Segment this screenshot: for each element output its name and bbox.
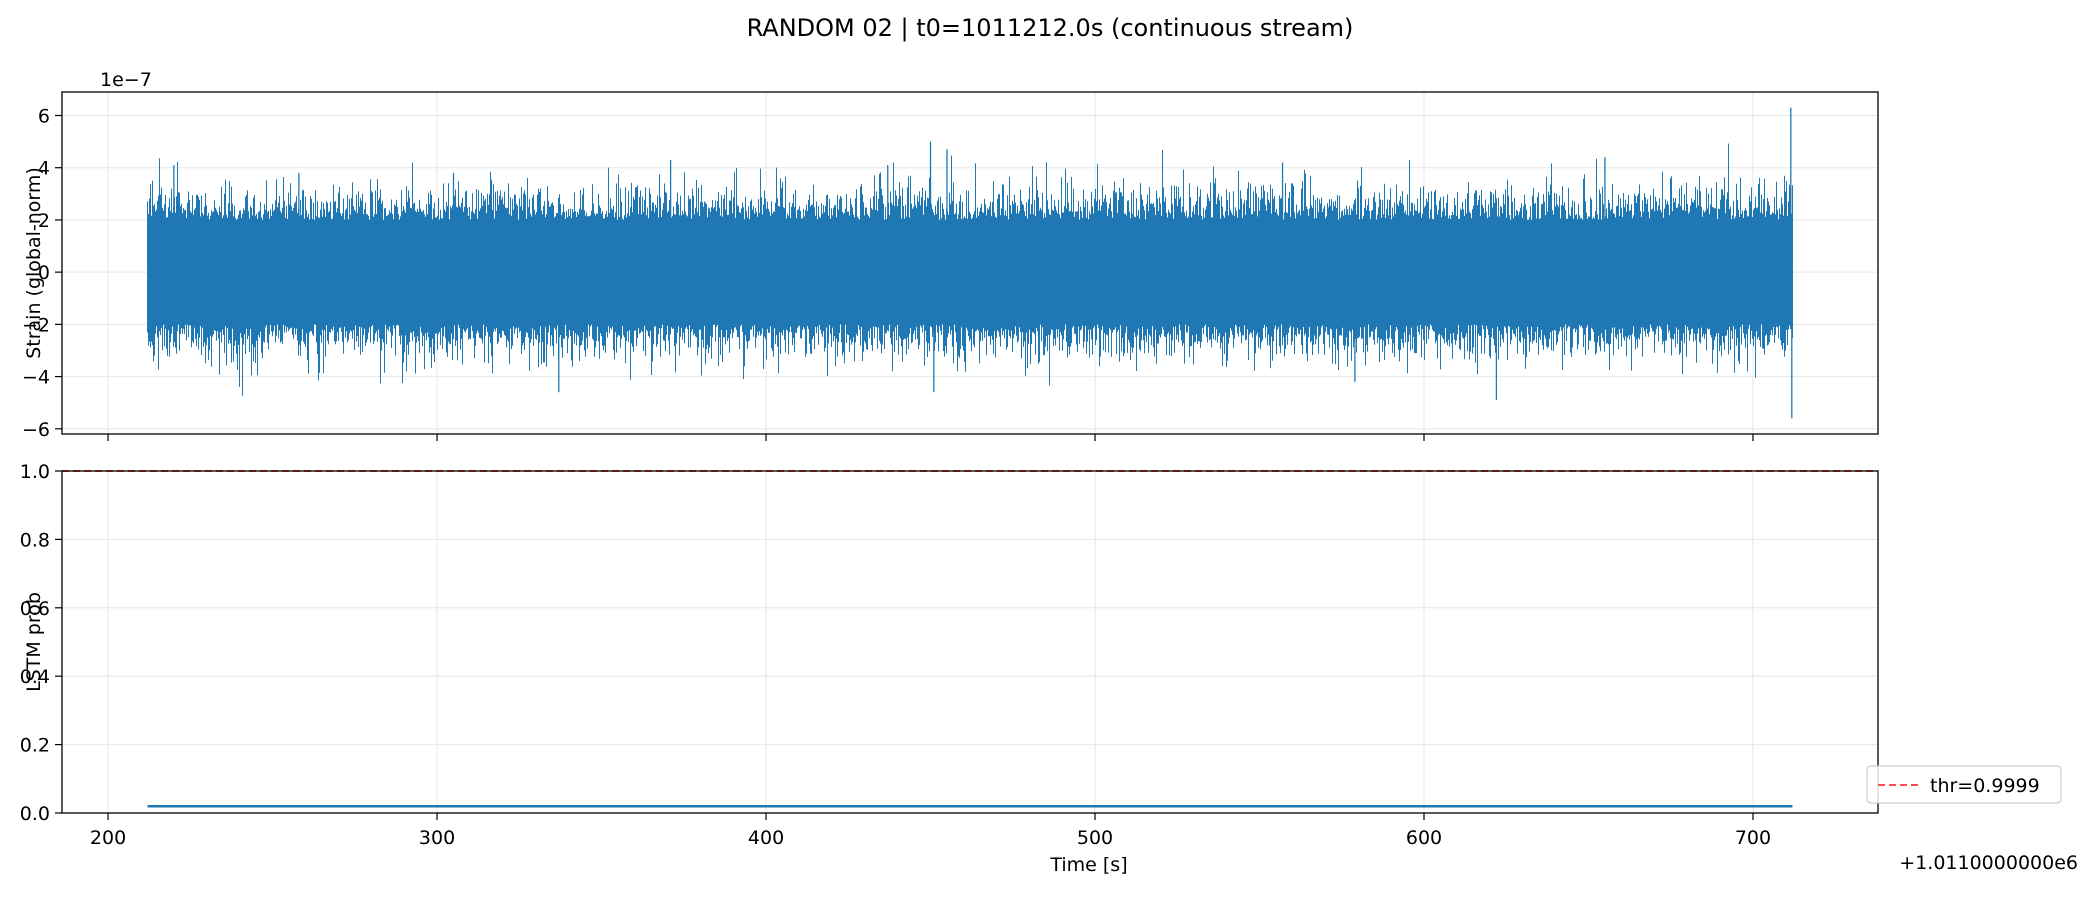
probability-y-tick-label: 0.2 [20,735,50,757]
probability-y-tick-label: 0.4 [20,666,50,688]
probability-x-tick-label: 300 [419,827,455,849]
strain-series [147,107,1793,419]
probability-y-tick-label: 1.0 [20,461,50,483]
probability-y-ticks: 0.0 0.2 0.4 0.6 0.8 1.0 [20,461,62,825]
strain-y-tick-label: −6 [22,419,50,441]
strain-y-tick-label: 6 [38,105,50,127]
strain-x-ticks [107,434,1754,441]
probability-x-tick-label: 500 [1077,827,1113,849]
probability-x-tick-label: 200 [90,827,126,849]
strain-series-trace [147,143,1793,396]
probability-axes-frame [61,470,1879,814]
probability-x-ticks: 200 300 400 500 600 700 [90,813,1771,849]
strain-y-tick-label: −2 [22,314,50,336]
probability-grid [62,470,1878,814]
probability-x-tick-label: 700 [1735,827,1771,849]
probability-y-tick-label: 0.0 [20,803,50,825]
strain-panel: −6 −4 −2 0 2 4 6 1e−7 Strain (global-norm) [22,69,1879,441]
legend: thr=0.9999 [1866,765,2062,804]
probability-x-tick-label: 400 [748,827,784,849]
probability-y-label: LSTM prob [23,592,45,692]
probability-x-tick-label: 600 [1406,827,1442,849]
strain-axes-frame [61,91,1879,435]
strain-y-tick-label: 0 [38,262,50,284]
legend-box [1866,765,2062,804]
figure-title: RANDOM 02 | t0=1011212.0s (continuous st… [747,14,1354,42]
strain-offset-label: 1e−7 [100,69,152,91]
strain-y-tick-label: −4 [22,367,50,389]
time-x-label: Time [s] [1049,854,1127,876]
time-offset-label: +1.0110000000e6 [1899,852,2078,874]
strain-y-tick-label: 2 [38,210,50,232]
strain-y-label: Strain (global-norm) [23,167,45,359]
strain-y-ticks: −6 −4 −2 0 2 4 6 [22,105,62,441]
probability-y-tick-label: 0.8 [20,529,50,551]
legend-threshold-label: thr=0.9999 [1930,775,2040,797]
probability-panel: 0.0 0.2 0.4 0.6 0.8 1.0 200 300 400 500 600 700 LS… [20,461,2078,876]
probability-y-tick-label: 0.6 [20,598,50,620]
strain-y-tick-label: 4 [38,158,50,180]
